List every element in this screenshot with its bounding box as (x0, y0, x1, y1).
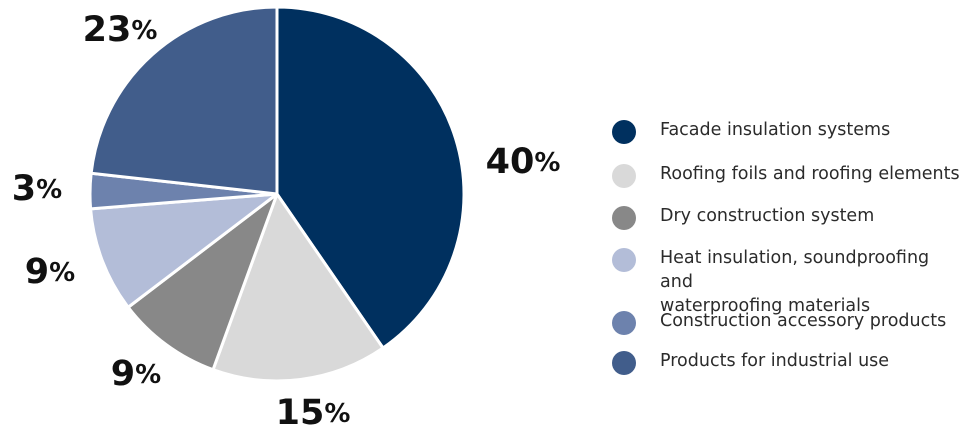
slice-value-label: 15% (276, 393, 351, 433)
slice-value-label: 40% (486, 142, 561, 182)
pie-slice-2 (211, 192, 385, 383)
legend-swatch (612, 120, 636, 144)
legend-swatch (612, 351, 636, 375)
legend-label-line: Heat insulation, soundproofing and (660, 248, 930, 292)
legend-swatch (612, 206, 636, 230)
legend-label-line: Dry construction system (660, 206, 875, 226)
legend-swatch (612, 164, 636, 188)
legend-label-line: Facade insulation systems (660, 120, 891, 140)
pie-slice-4 (89, 192, 279, 309)
legend-label: Products for industrial use (660, 349, 889, 373)
pie-slice-1 (275, 5, 466, 350)
legend-item: Heat insulation, soundproofing and waterp… (612, 246, 962, 318)
slice-value-label: 9% (111, 354, 161, 394)
pie-slice-3 (126, 192, 279, 372)
legend-item: Roofing foils and roofing elements (612, 162, 960, 188)
legend-label: Roofing foils and roofing elements (660, 162, 960, 186)
legend-label-line: Products for industrial use (660, 351, 890, 371)
legend-item: Construction accessory products (612, 309, 946, 335)
legend-label-line: Roofing foils and roofing elements (660, 164, 960, 184)
legend-label: Facade insulation systems (660, 118, 890, 142)
legend-item: Dry construction system (612, 204, 874, 230)
pie-labels: 40% 15% 9% 9% 3% 23% (12, 10, 561, 433)
slice-value-label: 9% (25, 252, 75, 292)
legend-item: Products for industrial use (612, 349, 889, 375)
legend-label: Dry construction system (660, 204, 874, 228)
legend-label: Construction accessory products (660, 309, 946, 333)
legend-label-line: waterproofing materials (660, 296, 871, 316)
legend-swatch (612, 248, 636, 272)
legend-swatch (612, 311, 636, 335)
legend-label: Heat insulation, soundproofing and waterp… (660, 246, 962, 318)
slice-value-label: 3% (12, 169, 62, 209)
legend-item: Facade insulation systems (612, 118, 890, 144)
legend-label-line: Construction accessory products (660, 311, 947, 331)
pie-slice-6 (89, 5, 279, 196)
pie-slices (88, 5, 466, 383)
slice-value-label: 23% (83, 10, 158, 50)
